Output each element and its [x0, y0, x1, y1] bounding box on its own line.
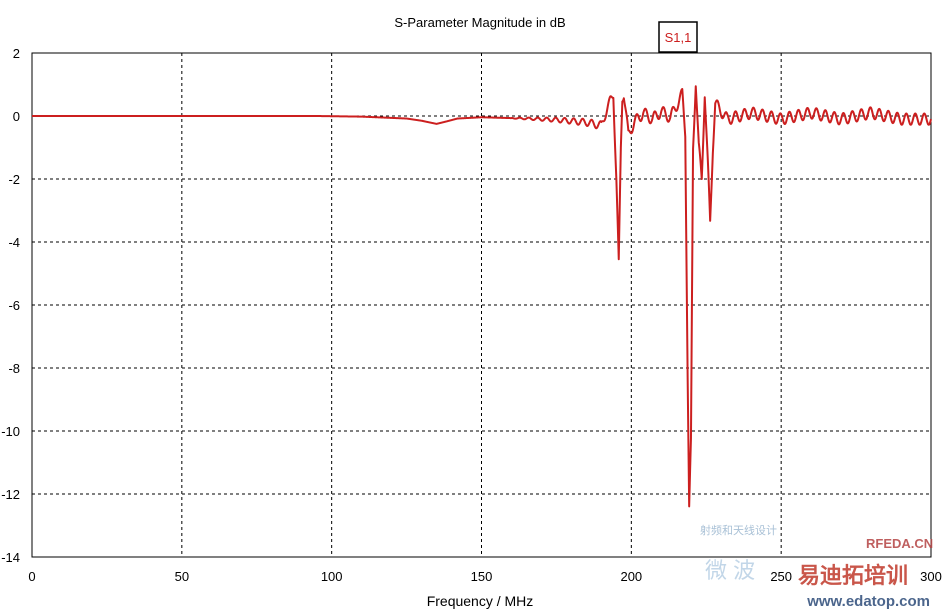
watermark-mid-text: 微 波 [705, 558, 755, 583]
series-line-s11 [31, 85, 932, 508]
x-tick-label: 250 [770, 569, 792, 584]
x-tick-label: 50 [175, 569, 189, 584]
y-tick-label: 0 [13, 109, 20, 124]
x-axis-label: Frequency / MHz [427, 593, 534, 609]
plot-frame [31, 52, 932, 558]
legend-label: S1,1 [665, 30, 692, 45]
series-group [31, 85, 932, 508]
watermark-site-cn: 易迪拓培训 [798, 563, 908, 588]
watermark: 射频和天线设计 RFEDA.CN 微 波 易迪拓培训 www.edatop.co… [700, 523, 933, 610]
legend[interactable]: S1,1 [658, 21, 698, 53]
tick-labels: 0 50 100 150 200 250 300 2 0 -2 -4 -6 -8 -10 -12 -14 [1, 46, 942, 584]
x-tick-label: 300 [920, 569, 942, 584]
x-tick-label: 0 [28, 569, 35, 584]
y-tick-label: -8 [8, 361, 20, 376]
y-tick-label: -14 [1, 550, 20, 565]
y-tick-label: -2 [8, 172, 20, 187]
y-tick-label: -6 [8, 298, 20, 313]
y-tick-label: -12 [1, 487, 20, 502]
y-tick-label: -4 [8, 235, 20, 250]
watermark-small-text: 射频和天线设计 [700, 523, 777, 537]
y-tick-label: -10 [1, 424, 20, 439]
x-tick-label: 100 [321, 569, 343, 584]
x-tick-label: 150 [471, 569, 493, 584]
y-tick-label: 2 [13, 46, 20, 61]
x-tick-label: 200 [620, 569, 642, 584]
legend-box [658, 21, 698, 53]
grid [32, 53, 931, 557]
watermark-url: www.edatop.com [806, 593, 930, 610]
chart-title: S-Parameter Magnitude in dB [394, 15, 565, 30]
watermark-tag: RFEDA.CN [866, 536, 933, 551]
